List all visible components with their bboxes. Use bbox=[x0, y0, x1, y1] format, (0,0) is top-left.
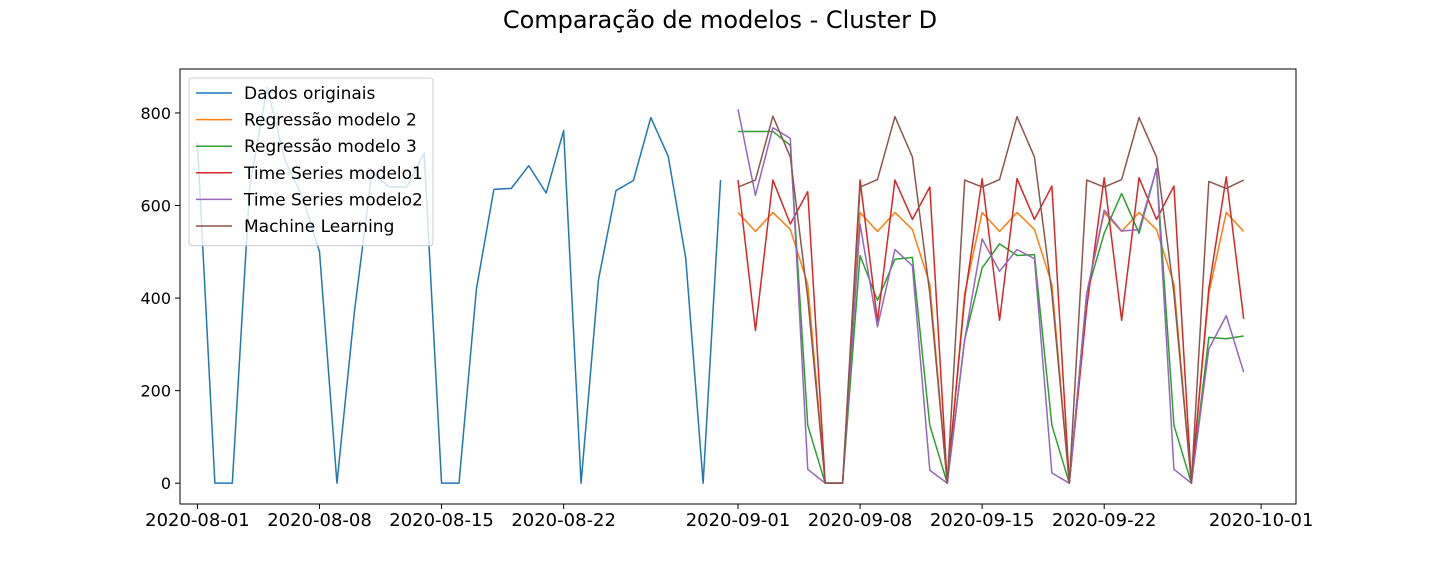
chart-title: Comparação de modelos - Cluster D bbox=[502, 6, 938, 34]
legend-label: Machine Learning bbox=[244, 217, 394, 237]
y-tick-label: 200 bbox=[140, 382, 171, 401]
x-tick-label: 2020-10-01 bbox=[1209, 510, 1314, 531]
x-tick-label: 2020-08-01 bbox=[145, 510, 250, 531]
legend-label: Time Series modelo2 bbox=[243, 190, 423, 210]
x-tick-label: 2020-09-08 bbox=[808, 510, 913, 531]
legend-label: Dados originais bbox=[244, 84, 376, 104]
y-tick-label: 0 bbox=[161, 474, 171, 493]
y-tick-label: 800 bbox=[140, 104, 171, 123]
series-line-4 bbox=[737, 109, 1245, 484]
x-tick-label: 2020-08-08 bbox=[267, 510, 372, 531]
y-tick-label: 600 bbox=[140, 197, 171, 216]
legend-label: Regressão modelo 3 bbox=[244, 137, 417, 157]
legend: Dados originais Regressão modelo 2 Regress… bbox=[188, 77, 434, 247]
series-line-5 bbox=[737, 115, 1245, 484]
x-tick-label: 2020-08-15 bbox=[389, 510, 494, 531]
axis-layer: 0 200 400 600 800 2020-08-01 2020-08-08 2020-08… bbox=[140, 104, 1313, 531]
x-tick-label: 2020-08-22 bbox=[511, 510, 616, 531]
x-tick-label: 2020-09-15 bbox=[930, 510, 1035, 531]
legend-label: Time Series modelo1 bbox=[243, 164, 423, 184]
x-tick-label: 2020-09-01 bbox=[686, 510, 791, 531]
legend-box bbox=[188, 77, 434, 247]
x-tick-label: 2020-09-22 bbox=[1052, 510, 1157, 531]
y-tick-label: 400 bbox=[140, 289, 171, 308]
legend-label: Regressão modelo 2 bbox=[244, 111, 417, 131]
